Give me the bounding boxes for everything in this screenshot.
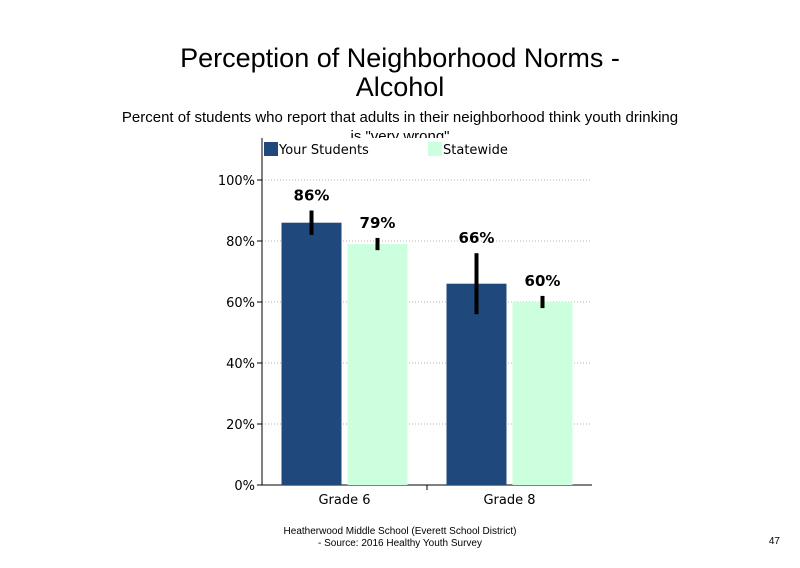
chart-title: Perception of Neighborhood Norms - Alcoh… — [100, 44, 700, 102]
y-tick-label: 0% — [234, 479, 255, 494]
legend-label: Your Students — [278, 143, 369, 158]
title-line-1: Perception of Neighborhood Norms - — [180, 43, 620, 73]
y-tick-label: 60% — [226, 296, 255, 311]
y-tick-label: 20% — [226, 418, 255, 433]
source-footer: Heatherwood Middle School (Everett Schoo… — [150, 526, 650, 550]
title-line-2: Alcohol — [355, 72, 445, 102]
data-label: 60% — [525, 272, 561, 290]
x-tick-label: Grade 6 — [318, 493, 370, 508]
bar-your-students — [446, 283, 507, 485]
y-tick-label: 80% — [226, 235, 255, 250]
legend-swatch — [428, 142, 442, 156]
y-tick-label: 40% — [226, 357, 255, 372]
data-label: 86% — [294, 187, 330, 205]
footer-school: Heatherwood Middle School (Everett Schoo… — [283, 526, 517, 537]
legend-swatch — [264, 142, 278, 156]
legend-label: Statewide — [443, 143, 508, 158]
bar-statewide — [347, 244, 408, 485]
bar-your-students — [281, 222, 342, 485]
footer-source: - Source: 2016 Healthy Youth Survey — [318, 538, 482, 549]
data-label: 66% — [459, 229, 495, 247]
y-tick-label: 100% — [218, 174, 255, 189]
bar-statewide — [512, 302, 573, 485]
x-tick-label: Grade 8 — [483, 493, 535, 508]
page-number: 47 — [768, 536, 780, 547]
chart-subtitle: Percent of students who report that adul… — [121, 109, 679, 138]
data-label: 79% — [360, 214, 396, 232]
